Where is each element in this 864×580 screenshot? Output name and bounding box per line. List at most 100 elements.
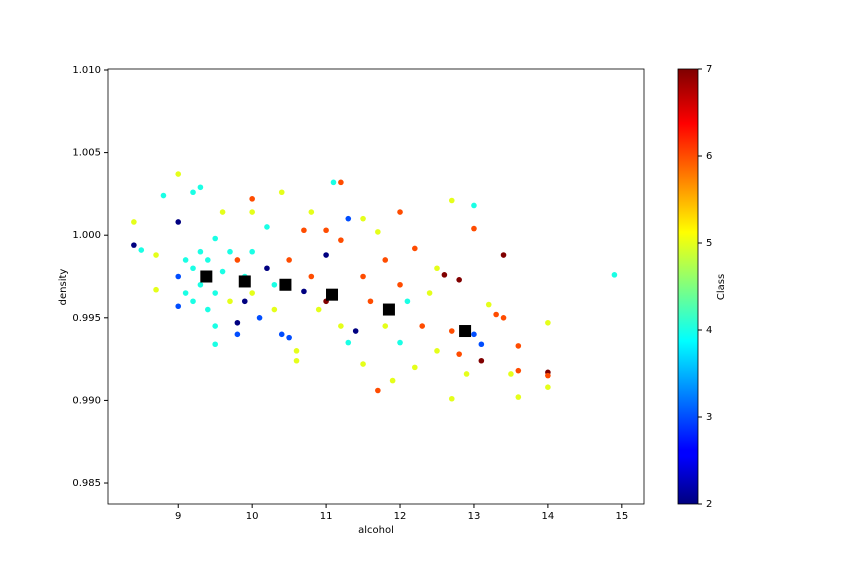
point <box>249 209 255 215</box>
point <box>375 229 381 235</box>
point <box>278 331 285 338</box>
point <box>434 348 440 354</box>
x-axis-label: alcohol <box>358 525 394 536</box>
point <box>227 248 233 255</box>
point <box>219 209 226 215</box>
point <box>360 215 366 222</box>
point <box>330 179 337 186</box>
point <box>456 277 462 283</box>
point <box>256 315 263 321</box>
point <box>338 323 344 329</box>
point <box>345 215 352 222</box>
point <box>397 209 403 215</box>
point <box>286 257 292 263</box>
colorbar-label: Class <box>716 274 727 300</box>
point <box>212 341 218 348</box>
y-tick-label: 0.985 <box>72 478 101 489</box>
point <box>190 189 196 196</box>
point <box>190 265 196 272</box>
point <box>160 192 167 199</box>
x-tick-label: 15 <box>615 511 628 522</box>
point <box>545 372 551 379</box>
point <box>131 242 137 248</box>
centroid <box>326 288 339 301</box>
point <box>404 298 411 305</box>
point <box>182 290 189 296</box>
point <box>212 235 218 242</box>
point <box>264 265 270 272</box>
point <box>286 334 292 341</box>
point <box>131 219 137 225</box>
point <box>441 272 448 278</box>
point <box>175 303 182 310</box>
point <box>345 339 352 346</box>
centroid <box>238 275 251 288</box>
point <box>478 357 485 364</box>
point <box>397 281 403 288</box>
point <box>338 237 344 243</box>
point <box>323 252 329 258</box>
colorbar-tick-label: 7 <box>706 64 712 75</box>
point <box>234 257 241 263</box>
point <box>500 315 507 321</box>
point <box>508 371 514 377</box>
point <box>426 290 433 296</box>
point <box>419 323 426 329</box>
point <box>471 225 477 232</box>
point <box>153 252 159 258</box>
point <box>515 343 522 349</box>
colorbar-tick-label: 4 <box>706 325 712 336</box>
point <box>249 290 255 296</box>
point <box>360 273 366 280</box>
point <box>375 387 381 394</box>
point <box>138 247 145 253</box>
colorbar <box>677 68 699 505</box>
x-tick-label: 10 <box>246 511 259 522</box>
y-tick-label: 0.990 <box>72 395 101 406</box>
point <box>478 341 485 348</box>
point <box>278 189 285 196</box>
point <box>545 319 551 326</box>
point <box>301 227 307 234</box>
point <box>293 348 300 354</box>
point <box>434 265 440 272</box>
point <box>515 394 522 400</box>
point <box>205 306 211 313</box>
point <box>412 364 418 371</box>
x-tick-label: 11 <box>320 511 333 522</box>
point <box>471 202 477 209</box>
point <box>515 367 522 374</box>
point <box>212 290 218 296</box>
point <box>493 311 499 318</box>
point <box>249 248 255 255</box>
plot-frame <box>107 68 645 505</box>
point <box>545 384 551 390</box>
point <box>463 371 470 377</box>
point <box>352 328 359 334</box>
point <box>448 395 455 402</box>
centroid <box>459 325 472 338</box>
point <box>382 257 389 263</box>
point <box>315 306 322 313</box>
centroid <box>279 278 292 291</box>
point <box>382 323 389 329</box>
point <box>249 196 255 202</box>
point <box>190 298 196 305</box>
point <box>219 268 226 275</box>
point <box>293 357 300 364</box>
point <box>234 319 241 326</box>
point <box>338 179 344 186</box>
point <box>412 245 418 252</box>
x-tick-label: 13 <box>468 511 481 522</box>
point <box>197 184 204 191</box>
point <box>397 339 403 346</box>
point <box>264 224 270 230</box>
y-tick-label: 1.005 <box>72 148 101 159</box>
x-tick-label: 9 <box>175 511 181 522</box>
y-tick-label: 1.010 <box>72 65 101 76</box>
point <box>175 171 182 177</box>
y-tick-label: 0.995 <box>72 313 101 324</box>
point <box>485 301 492 308</box>
point <box>301 288 307 295</box>
